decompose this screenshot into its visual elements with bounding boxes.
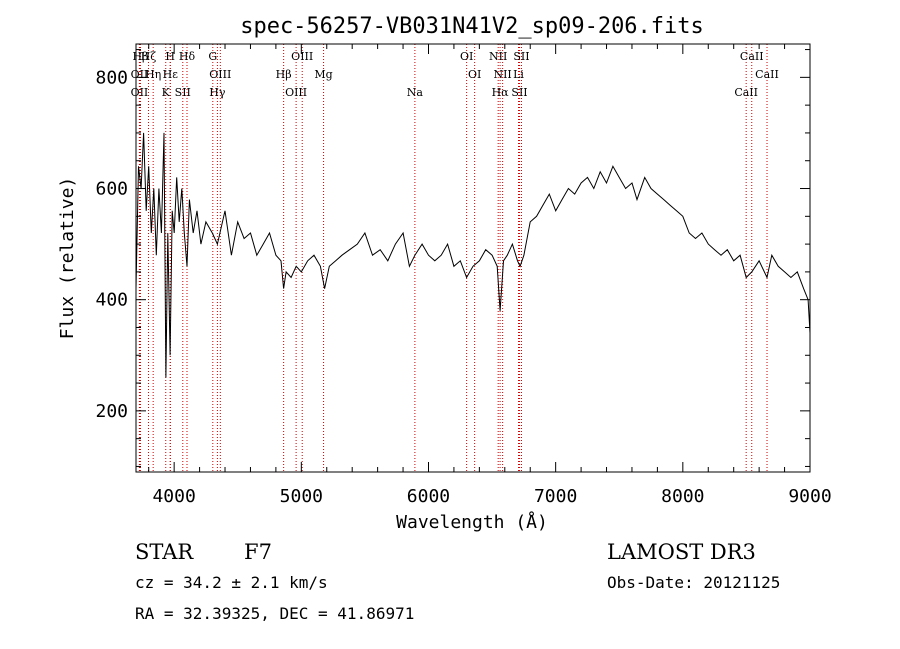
line-label-22: NII [493, 68, 511, 81]
line-label-16: Mg [314, 68, 332, 81]
x-tick-label-7000: 7000 [534, 486, 577, 507]
y-axis-label: Flux (relative) [57, 177, 78, 340]
line-label-24: SII [513, 50, 529, 63]
line-label-14: OIII [285, 86, 307, 99]
y-tick-label-400: 400 [95, 290, 128, 311]
line-label-6: H [165, 50, 175, 63]
y-axis-ticks: 200 400 600 800 [95, 49, 810, 467]
line-label-19: OI [468, 68, 481, 81]
y-tick-label-600: 600 [95, 179, 128, 200]
line-label-5: K [162, 86, 171, 99]
line-label-12: G [208, 50, 217, 63]
line-label-18: OI [460, 50, 473, 63]
line-label-17: Na [407, 86, 424, 99]
line-label-4: Hη [145, 68, 161, 81]
spectrum-chart: spec-56257-VB031N41V2_sp09-206.fits Hβ OI… [57, 14, 832, 533]
line-label-13: Hβ [276, 68, 292, 81]
coordinates: RA = 32.39325, DEC = 41.86971 [135, 604, 415, 623]
line-label-23: SII [511, 86, 527, 99]
x-tick-label-6000: 6000 [407, 486, 450, 507]
y-tick-label-800: 800 [95, 67, 128, 88]
x-tick-label-8000: 8000 [661, 486, 704, 507]
spectrum-line [135, 132, 811, 378]
line-label-27: CaII [740, 50, 764, 63]
line-label-20: Hα [492, 86, 510, 99]
line-label-7: Hε [163, 68, 179, 81]
x-tick-label-4000: 4000 [152, 486, 195, 507]
line-label-10: OIII [209, 68, 231, 81]
survey-name: LAMOST DR3 [607, 540, 756, 564]
x-axis-label: Wavelength (Å) [396, 511, 548, 533]
x-tick-label-5000: 5000 [280, 486, 323, 507]
chart-title: spec-56257-VB031N41V2_sp09-206.fits [240, 14, 704, 39]
line-label-2: OII [131, 86, 149, 99]
y-tick-label-200: 200 [95, 401, 128, 422]
line-label-21: NII [489, 50, 507, 63]
plot-frame [135, 43, 811, 473]
line-label-28: CaII [755, 68, 779, 81]
object-class: STAR [135, 540, 194, 564]
x-tick-label-9000: 9000 [788, 486, 831, 507]
line-markers [138, 44, 768, 472]
line-label-25: Li [513, 68, 524, 81]
object-subclass: F7 [244, 540, 272, 564]
line-label-3: Hζ [141, 50, 157, 63]
line-label-11: Hγ [209, 86, 226, 99]
line-label-15: OIII [291, 50, 313, 63]
observation-date: Obs-Date: 20121125 [607, 573, 781, 592]
line-label-26: CaII [734, 86, 758, 99]
line-label-8: SII [175, 86, 191, 99]
line-label-9: Hδ [179, 50, 196, 63]
x-axis-ticks: 4000 5000 6000 7000 8000 9000 [148, 44, 832, 507]
line-marker-labels: HβOIIOIIHζHηKHHεSIIHδOIIIHγGHβOIIIOIIIMg… [131, 50, 779, 99]
redshift-velocity: cz = 34.2 ± 2.1 km/s [135, 573, 328, 592]
